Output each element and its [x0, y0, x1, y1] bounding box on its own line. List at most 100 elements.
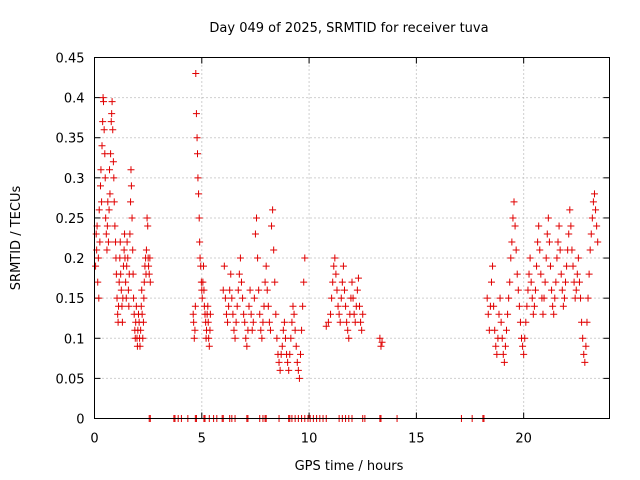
data-point: [519, 342, 527, 350]
data-point: [146, 278, 154, 286]
data-point: [297, 350, 304, 358]
data-point: [189, 310, 197, 318]
data-point: [145, 262, 153, 270]
data-point: [348, 278, 356, 286]
data-point: [563, 262, 571, 270]
data-point: [235, 270, 243, 278]
data-marks: [92, 70, 602, 422]
data-point: [548, 286, 556, 294]
data-point: [525, 270, 533, 278]
data-point: [376, 334, 384, 342]
data-point: [258, 334, 266, 342]
data-point: [99, 118, 107, 126]
grid: [94, 57, 610, 419]
data-point: [551, 294, 559, 302]
data-point: [205, 342, 213, 350]
data-point: [130, 294, 138, 302]
data-point: [103, 222, 111, 230]
data-point: [233, 302, 241, 310]
data-point: [140, 278, 148, 286]
data-point: [527, 278, 535, 286]
data-point: [115, 278, 123, 286]
data-point: [240, 310, 248, 318]
data-point: [191, 302, 199, 310]
data-point: [245, 302, 253, 310]
data-point: [122, 278, 130, 286]
data-point: [590, 190, 598, 198]
data-point: [104, 238, 112, 246]
data-point: [127, 198, 135, 206]
data-point: [545, 238, 553, 246]
data-point: [534, 238, 542, 246]
data-point: [338, 278, 346, 286]
data-point: [118, 302, 126, 310]
data-point: [329, 278, 337, 286]
data-point: [127, 166, 135, 174]
data-point: [94, 254, 102, 262]
data-point: [247, 310, 255, 318]
data-point: [582, 342, 590, 350]
y-tick-label: 0.15: [56, 292, 85, 307]
data-point: [107, 118, 115, 126]
plot-frame: [94, 57, 610, 419]
data-point: [324, 318, 332, 326]
data-point: [254, 254, 262, 262]
y-tick-label: 0.45: [56, 52, 85, 67]
data-point: [117, 270, 125, 278]
data-point: [107, 150, 115, 158]
data-point: [573, 270, 581, 278]
y-tick-label: 0: [76, 413, 84, 428]
data-point: [356, 302, 364, 310]
data-point: [540, 294, 548, 302]
data-point: [583, 318, 591, 326]
data-point: [569, 262, 577, 270]
x-axis-label: GPS time / hours: [295, 459, 404, 474]
data-point: [574, 254, 582, 262]
data-point: [111, 222, 119, 230]
data-point: [501, 342, 509, 350]
data-point: [378, 338, 386, 346]
data-point: [137, 326, 145, 334]
data-point: [92, 262, 100, 270]
data-point: [588, 214, 596, 222]
data-point: [102, 214, 110, 222]
data-point: [331, 254, 339, 262]
data-point: [554, 238, 562, 246]
data-point: [246, 286, 254, 294]
data-point: [301, 254, 309, 262]
data-point: [584, 294, 592, 302]
data-point: [138, 310, 146, 318]
data-point: [513, 270, 521, 278]
data-point: [264, 302, 272, 310]
data-point: [248, 326, 256, 334]
data-point: [487, 278, 495, 286]
data-point: [221, 294, 229, 302]
data-point: [553, 254, 561, 262]
data-point: [556, 246, 564, 254]
data-point: [552, 278, 560, 286]
x-tick-label: 15: [408, 432, 425, 447]
data-point: [294, 366, 302, 374]
data-point: [514, 286, 522, 294]
data-point: [490, 302, 498, 310]
data-point: [572, 286, 580, 294]
data-point: [284, 358, 292, 366]
data-point: [520, 350, 528, 358]
data-point: [349, 294, 357, 302]
data-point: [510, 198, 518, 206]
data-point: [562, 278, 570, 286]
data-point: [322, 322, 330, 330]
data-point: [531, 286, 539, 294]
data-point: [256, 310, 264, 318]
y-tick-label: 0.05: [56, 372, 85, 387]
data-point: [276, 366, 284, 374]
data-point: [511, 222, 519, 230]
data-point: [524, 286, 532, 294]
data-point: [300, 278, 308, 286]
data-point: [139, 334, 147, 342]
data-point: [483, 294, 491, 302]
data-point: [359, 310, 367, 318]
data-point: [504, 310, 512, 318]
data-point: [499, 350, 507, 358]
data-point: [503, 326, 510, 334]
